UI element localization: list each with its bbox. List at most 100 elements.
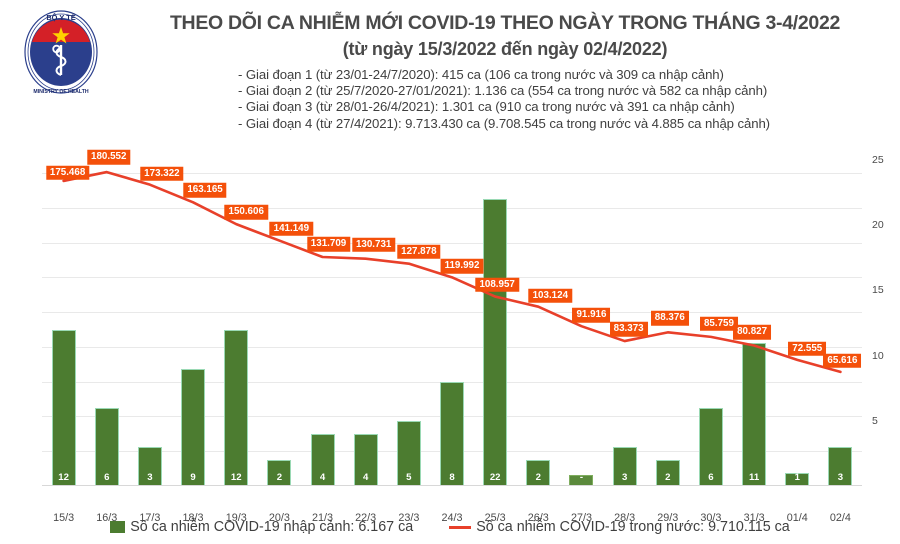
bar-value-label: 6 — [708, 472, 714, 483]
line-value-label: 65.616 — [823, 353, 862, 369]
line-value-label: 130.731 — [351, 237, 396, 252]
bar[interactable]: 3 — [828, 446, 853, 486]
bar[interactable]: 8 — [440, 381, 464, 486]
line-value-label: 80.827 — [733, 325, 772, 340]
chart-area: 12 6 3 9 12 2 4 4 5 8 22 2-3 2 6 11 1 3 175.468 180.552 17… — [0, 138, 900, 544]
title-block: THEO DÕI CA NHIỄM MỚI COVID-19 THEO NGÀY… — [120, 12, 890, 132]
bar[interactable]: 1 — [785, 472, 810, 486]
x-axis-tick-label: 21/3 — [312, 512, 334, 524]
bar[interactable]: - — [569, 472, 594, 486]
line-value-label: 91.916 — [572, 307, 611, 323]
bar[interactable]: 22 — [483, 199, 508, 486]
bar-value-label: 3 — [837, 472, 844, 483]
bar[interactable]: 12 — [224, 329, 249, 486]
line-path — [62, 170, 842, 374]
bar-value-label: - — [579, 472, 584, 483]
bar-value-label: 8 — [449, 472, 455, 483]
line-value-label: 175.468 — [45, 165, 90, 181]
phase-line: - Giai đoạn 1 (từ 23/01-24/7/2020): 415 … — [238, 67, 724, 82]
x-axis-tick-label: 19/3 — [225, 512, 247, 524]
logo-text-bottom: MINISTRY OF HEALTH — [33, 89, 88, 95]
bar-value-label: 4 — [319, 472, 326, 483]
right-axis-tick-label: 25 — [872, 154, 884, 166]
x-axis-tick-label: 18/3 — [182, 512, 204, 524]
bar-value-label: 12 — [230, 472, 242, 483]
right-axis-tick-label: 10 — [872, 349, 884, 362]
gridline — [42, 173, 862, 175]
x-axis-tick-label: 22/3 — [355, 512, 377, 524]
bar[interactable]: 3 — [137, 446, 162, 486]
x-axis-tick-label: 28/3 — [614, 512, 636, 524]
bar-value-label: 5 — [406, 472, 412, 483]
x-axis-baseline — [42, 485, 862, 486]
chart-legend: Số ca nhiễm COVID-19 nhập cảnh: 6.167 ca… — [0, 512, 900, 542]
bar[interactable]: 6 — [698, 407, 723, 486]
bar-value-label: 3 — [621, 472, 628, 483]
x-axis-tick-label: 23/3 — [398, 512, 420, 524]
x-axis-tick-label: 15/3 — [53, 512, 75, 524]
bar-value-label: 2 — [276, 472, 283, 483]
bar-value-label: 22 — [489, 472, 501, 483]
x-axis-tick-label: 20/3 — [268, 512, 290, 524]
line-value-label: 83.373 — [609, 321, 648, 337]
line-value-label: 131.709 — [306, 236, 351, 252]
bar-value-label: 9 — [190, 472, 196, 483]
line-value-label: 127.878 — [397, 244, 441, 259]
bar[interactable]: 2 — [267, 459, 292, 486]
legend-bar-swatch-icon — [110, 521, 126, 533]
line-value-label: 72.555 — [788, 341, 827, 357]
page-subtitle: (từ ngày 15/3/2022 đến ngày 02/4/2022) — [342, 39, 668, 59]
bar-value-label: 4 — [363, 472, 369, 483]
bar-value-label: 2 — [665, 472, 671, 483]
bar[interactable]: 11 — [742, 342, 767, 486]
line-series — [62, 170, 842, 374]
line-value-label: 180.552 — [87, 149, 131, 165]
line-value-label: 88.376 — [650, 311, 689, 326]
x-axis-tick-label: 27/3 — [570, 512, 592, 524]
bar-value-label: 1 — [794, 472, 800, 483]
x-axis-tick-label: 25/3 — [484, 512, 506, 524]
line-value-label: 173.322 — [140, 166, 184, 181]
bar-value-label: 2 — [535, 472, 541, 483]
chart-header: BỘ Y TẾ MINISTRY OF HEALTH THEO DÕI CA N… — [0, 0, 900, 138]
legend-line-swatch-icon — [449, 525, 472, 529]
x-axis-tick-label: 02/4 — [829, 512, 851, 524]
bar[interactable]: 5 — [396, 420, 421, 486]
phase-line: - Giai đoạn 2 (từ 25/7/2020-27/01/2021):… — [238, 83, 768, 99]
legend-label-domestic: Số ca nhiễm COVID-19 trong nước: 9.710.1… — [476, 519, 790, 535]
bar[interactable]: 4 — [310, 433, 335, 486]
phase-summary-list: - Giai đoạn 1 (từ 23/01-24/7/2020): 415 … — [120, 67, 890, 132]
bar[interactable]: 9 — [181, 368, 206, 486]
line-value-label: 163.165 — [183, 183, 227, 198]
x-axis-tick-label: 30/3 — [700, 512, 722, 524]
legend-item-domestic[interactable]: Số ca nhiễm COVID-19 trong nước: 9.710.1… — [449, 519, 790, 535]
bar[interactable]: 3 — [612, 446, 637, 486]
bar[interactable]: 4 — [353, 433, 378, 486]
right-axis-tick-label: 15 — [872, 284, 884, 297]
line-value-label: 103.124 — [528, 288, 573, 303]
legend-item-imported[interactable]: Số ca nhiễm COVID-19 nhập cảnh: 6.167 ca — [110, 519, 413, 535]
bar-value-label: 6 — [104, 472, 110, 483]
ministry-of-health-logo-icon: BỘ Y TẾ MINISTRY OF HEALTH — [22, 8, 100, 96]
x-axis-tick-label: 29/3 — [657, 512, 679, 524]
bar[interactable]: 6 — [94, 407, 119, 486]
line-value-label: 85.759 — [699, 316, 738, 332]
gridline — [42, 346, 862, 348]
line-value-label: 108.957 — [475, 277, 519, 292]
bar[interactable]: 2 — [526, 459, 551, 486]
right-axis-tick-label: 20 — [872, 219, 884, 232]
legend-label-imported: Số ca nhiễm COVID-19 nhập cảnh: 6.167 ca — [130, 519, 414, 535]
x-axis-tick-label: 24/3 — [441, 512, 463, 524]
bar[interactable]: 12 — [51, 329, 76, 486]
page-title: THEO DÕI CA NHIỄM MỚI COVID-19 THEO NGÀY… — [169, 12, 841, 34]
bar[interactable]: 2 — [655, 459, 680, 486]
line-value-label: 141.149 — [269, 221, 314, 236]
logo-text-top: BỘ Y TẾ — [46, 12, 75, 22]
bar-value-label: 11 — [749, 472, 760, 483]
line-value-label: 119.992 — [440, 259, 484, 274]
x-axis-tick-label: 01/4 — [786, 512, 808, 524]
bar-value-label: 3 — [147, 472, 153, 483]
right-axis-tick-label: 5 — [872, 414, 878, 427]
gridline — [42, 242, 862, 244]
